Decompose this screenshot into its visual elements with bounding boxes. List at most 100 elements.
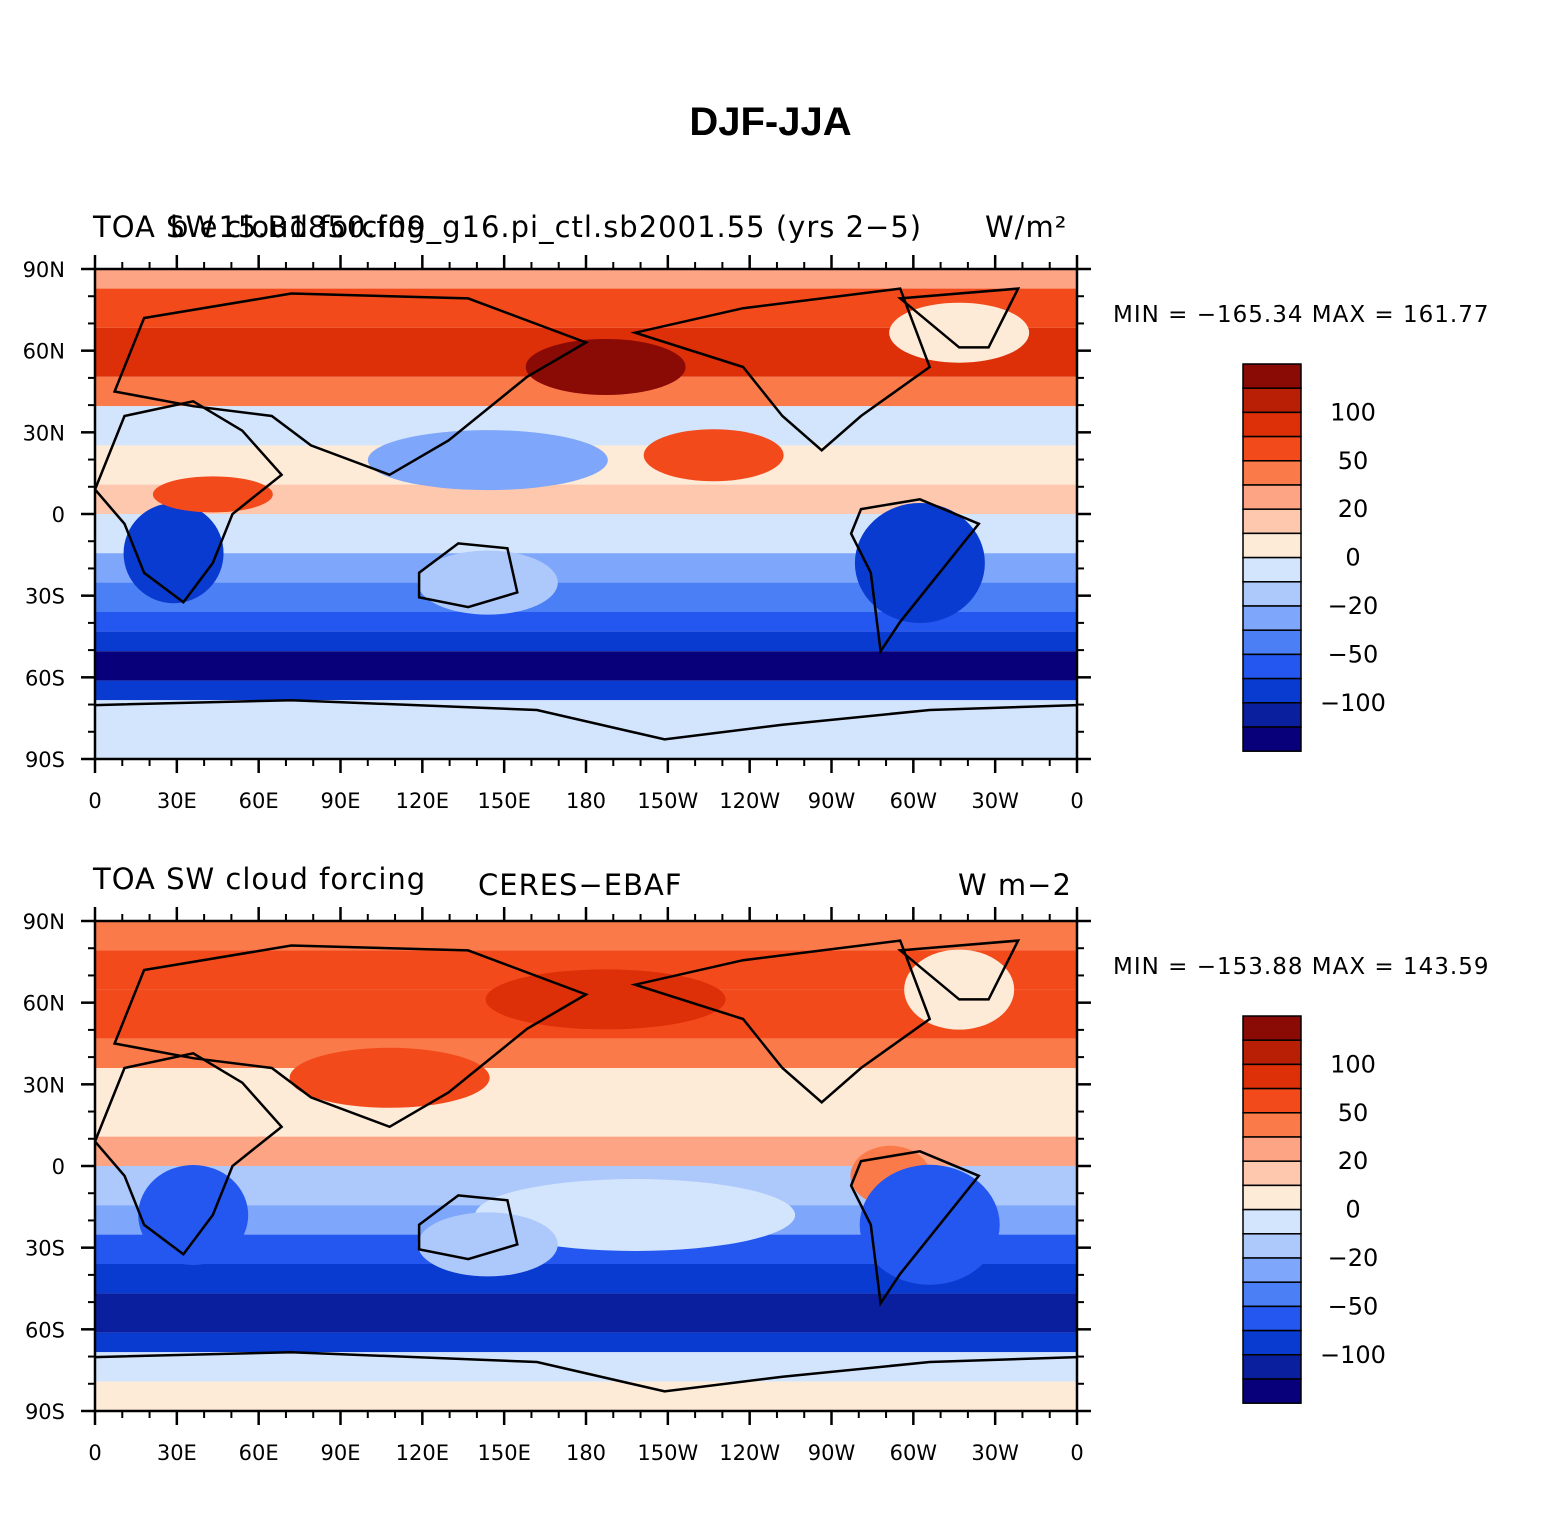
lon-tick-label: 120E: [396, 1441, 449, 1465]
lon-tick-label: 150E: [477, 789, 530, 813]
west-pacific-region: [367, 430, 608, 491]
coastline-path: [630, 287, 932, 452]
colorbar-swatch: [1242, 411, 1302, 438]
colorbar-label: 50: [1338, 447, 1369, 475]
lon-tick-label: 60E: [239, 789, 279, 813]
colorbar-swatch: [1242, 1063, 1302, 1090]
lat-tick-label: 90N: [23, 258, 65, 282]
lon-tick-label: 90E: [321, 1441, 361, 1465]
figure-title: DJF-JJA: [689, 100, 852, 144]
colorbar-label: −50: [1328, 640, 1379, 668]
colorbar-swatch: [1242, 1329, 1302, 1356]
lon-tick-label: 150E: [477, 1441, 530, 1465]
lon-tick-label: 0: [88, 789, 101, 813]
colorbar-label: 0: [1345, 544, 1360, 572]
lon-tick-label: 30W: [971, 789, 1019, 813]
panel-center-label: b.e15.B1850.f09_g16.pi_ctl.sb2001.55 (yr…: [170, 210, 923, 244]
lat-tick-label: 60N: [23, 340, 65, 364]
coastline-path: [897, 287, 1021, 349]
lon-tick-label: 30E: [157, 1441, 197, 1465]
colorbar-label: −20: [1328, 592, 1379, 620]
lon-tick-label: 150W: [637, 789, 698, 813]
lon-tick-label: 90E: [321, 789, 361, 813]
southern-africa-region: [123, 503, 224, 604]
colorbar-swatch: [1242, 1208, 1302, 1235]
lon-tick-label: 180: [566, 1441, 606, 1465]
coastline-path: [112, 292, 589, 477]
lon-tick-label: 0: [88, 1441, 101, 1465]
colorbar-label: 50: [1338, 1099, 1369, 1127]
lon-tick-label: 90W: [808, 789, 856, 813]
coastline-path: [112, 944, 589, 1129]
coastlines: [95, 939, 1077, 1393]
colorbar-swatch: [1242, 1257, 1302, 1283]
north-pacific-maximum: [485, 969, 726, 1030]
colorbar-swatch: [1242, 1305, 1302, 1332]
panel-min-max: MIN = −153.88 MAX = 143.59: [1113, 954, 1490, 980]
colorbar-swatch: [1242, 435, 1302, 462]
colorbar-swatch: [1242, 363, 1302, 389]
coastline-path: [95, 399, 284, 604]
colorbar-label: −50: [1328, 1292, 1379, 1320]
colorbar-label: 20: [1338, 1147, 1369, 1175]
lat-tick-label: 60N: [23, 992, 65, 1016]
lat-tick-label: 0: [52, 503, 65, 527]
colorbar-swatch: [1242, 1281, 1302, 1308]
lon-tick-label: 90W: [808, 1441, 856, 1465]
lon-tick-label: 60W: [890, 789, 938, 813]
panel-left-label: TOA SW cloud forcing: [93, 210, 427, 244]
coastline-path: [417, 1194, 519, 1261]
south-asia-region: [289, 1047, 490, 1108]
colorbar-swatch: [1242, 1136, 1302, 1162]
lat-tick-label: 60S: [25, 1318, 65, 1342]
map-panel-model: TOA SW cloud forcing b.e15.B1850.f09_g16…: [0, 0, 1541, 813]
colorbar-swatch: [1242, 1160, 1302, 1187]
lat-tick-label: 90S: [25, 1400, 65, 1424]
panel-center-label: CERES−EBAF: [478, 868, 683, 902]
colorbar-swatch: [1242, 1015, 1302, 1041]
southern-africa-region: [138, 1165, 249, 1265]
colorbar-label: 100: [1330, 398, 1376, 426]
lon-tick-label: 0: [1070, 1441, 1083, 1465]
colorbar-swatch: [1242, 605, 1302, 631]
colorbar-swatch: [1242, 1354, 1302, 1380]
lat-tick-label: 30N: [23, 421, 65, 445]
lon-tick-label: 60E: [239, 1441, 279, 1465]
coastline-path: [95, 1051, 284, 1256]
lon-tick-label: 30W: [971, 1441, 1019, 1465]
colorbar: 100 50 20 0 −20 −50 −100: [1242, 1015, 1386, 1404]
map-panel-observations: TOA SW cloud forcing CERES−EBAF W m−2 MI…: [0, 0, 1541, 1465]
colorbar-swatch: [1242, 387, 1302, 414]
panel-units-label: W m−2: [958, 868, 1072, 902]
colorbar-label: 100: [1330, 1050, 1376, 1078]
contour-field: [95, 921, 1077, 1411]
australia-region: [417, 550, 558, 615]
coastline-path: [849, 498, 981, 655]
lat-tick-label: 0: [52, 1155, 65, 1179]
panel-left-label: TOA SW cloud forcing: [93, 862, 427, 896]
lon-tick-label: 30E: [157, 789, 197, 813]
lat-tick-label: 30S: [25, 585, 65, 609]
lon-tick-label: 120E: [396, 789, 449, 813]
lat-tick-label: 30N: [23, 1073, 65, 1097]
contour-map-model: 90N 60N 30N 0 30S 60S 90S 0 30E 60E 90E 120E 150E 180…: [23, 255, 1386, 813]
colorbar-swatch: [1242, 1112, 1302, 1138]
lat-tick-label: 30S: [25, 1237, 65, 1261]
colorbar-swatch: [1242, 1184, 1302, 1211]
australia-region: [417, 1212, 558, 1277]
contour-field: [95, 269, 1077, 759]
colorbar-swatch: [1242, 532, 1302, 559]
greenland-region: [904, 949, 1015, 1030]
lat-tick-label: 60S: [25, 666, 65, 690]
coastline-path: [849, 1150, 981, 1307]
coastline-path: [95, 1350, 1077, 1393]
colorbar-swatch: [1242, 484, 1302, 510]
colorbar-swatch: [1242, 1087, 1302, 1114]
colorbar-label: −100: [1320, 1341, 1386, 1369]
colorbar-label: −20: [1328, 1244, 1379, 1272]
coastline-path: [417, 542, 519, 609]
colorbar-label: −100: [1320, 689, 1386, 717]
colorbar-swatch: [1242, 556, 1302, 583]
lat-tick-label: 90N: [23, 910, 65, 934]
